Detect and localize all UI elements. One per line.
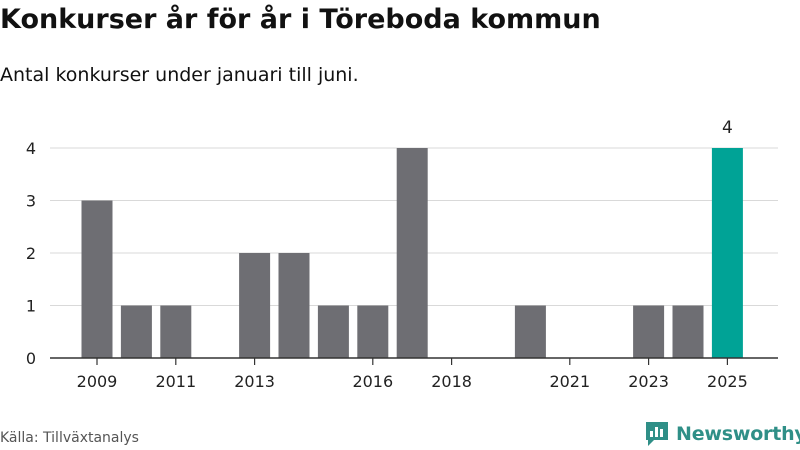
x-tick-label: 2025: [707, 372, 748, 391]
bar-2010: [120, 305, 152, 358]
x-tick-label: 2023: [628, 372, 669, 391]
bar-2017: [396, 148, 428, 358]
brand-logo: Newsworthy: [644, 420, 800, 448]
y-tick-label: 2: [26, 244, 36, 263]
bar-2013: [239, 253, 271, 358]
x-tick-label: 2013: [234, 372, 275, 391]
bar-2009: [81, 200, 113, 358]
bar-2011: [160, 305, 192, 358]
bar-2015: [317, 305, 349, 358]
x-tick-label: 2011: [155, 372, 196, 391]
chart-subtitle: Antal konkurser under januari till juni.: [0, 64, 359, 86]
bar-2014: [278, 253, 310, 358]
bar-2020: [514, 305, 546, 358]
bar-2016: [357, 305, 389, 358]
chart-title: Konkurser år för år i Töreboda kommun: [0, 4, 601, 35]
bar-2023: [633, 305, 665, 358]
brand-name: Newsworthy: [676, 423, 800, 445]
y-tick-label: 3: [26, 192, 36, 211]
data-label-2025: 4: [722, 118, 733, 138]
x-tick-label: 2021: [549, 372, 590, 391]
bar-chart: 0 1 2 3 4 2009 2011 2013 2016 2018 2021 2023 2025 4: [26, 118, 778, 391]
bar-2025: [711, 148, 743, 358]
bar-2024: [672, 305, 704, 358]
y-tick-label: 1: [26, 297, 36, 316]
newsworthy-logo-icon: [646, 422, 668, 446]
x-tick-label: 2018: [431, 372, 472, 391]
x-tick-label: 2016: [352, 372, 393, 391]
source-note: Källa: Tillväxtanalys: [0, 430, 139, 446]
y-tick-label: 4: [26, 139, 36, 158]
y-tick-label: 0: [26, 349, 36, 368]
x-tick-label: 2009: [77, 372, 118, 391]
